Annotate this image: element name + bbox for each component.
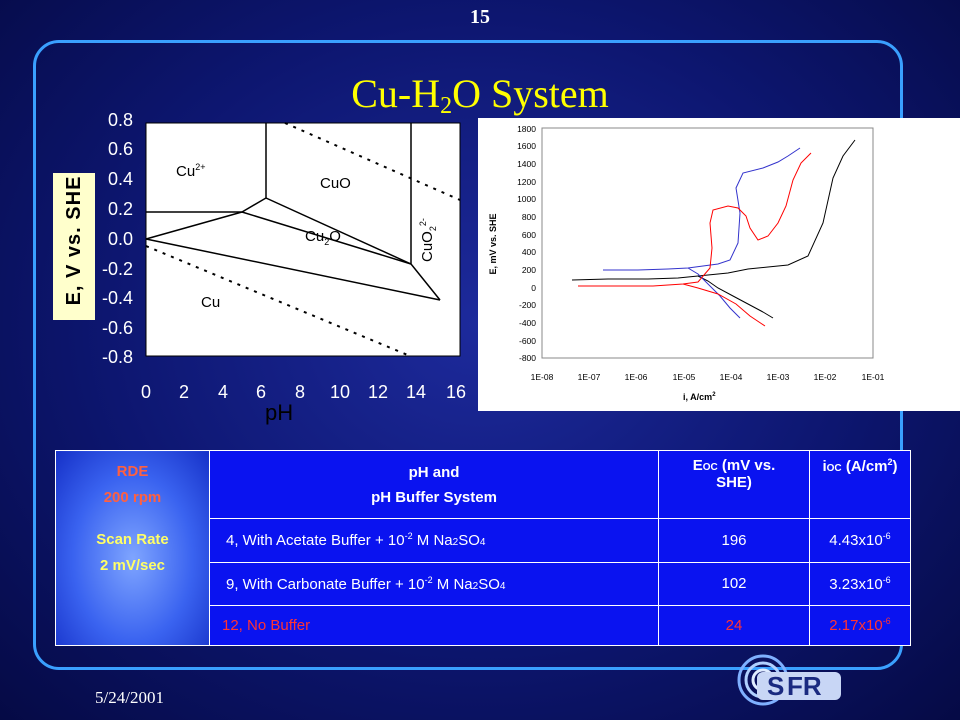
- scan-rate-label: Scan Rate: [96, 531, 169, 548]
- logo-letter: S: [767, 671, 784, 701]
- row-eoc: 102: [658, 561, 810, 606]
- polarization-svg: 1800 1600 1400 1200 1000 800 600 400 200…: [488, 124, 885, 402]
- polar-x-tick: 1E-03: [767, 372, 790, 382]
- polar-y-tick: 800: [522, 212, 536, 222]
- curve-ph4: [571, 139, 856, 281]
- row-ioc: 3.23x10-6: [809, 561, 911, 606]
- curve-ph9: [603, 147, 801, 271]
- polar-ylabel: E, mV vs. SHE: [488, 213, 498, 274]
- polar-y-tick: -800: [519, 353, 536, 363]
- pourbaix-xlabel: pH: [265, 400, 294, 425]
- header-ph: pH and pH Buffer System: [209, 449, 659, 520]
- x-tick: 8: [294, 382, 305, 402]
- polar-x-tick: 1E-04: [720, 372, 743, 382]
- rde-cell: RDE 200 rpm Scan Rate 2 mV/sec: [55, 450, 210, 646]
- header-ioc: iOC (A/cm2): [809, 449, 911, 520]
- region-cuo-label: CuO: [320, 175, 351, 192]
- y-tick: -0.2: [101, 259, 133, 279]
- pourbaix-ylabel-box: E, V vs. SHE: [53, 173, 95, 320]
- curve-ph4-cathodic: [697, 275, 774, 319]
- sfr-logo: S FR: [737, 654, 841, 706]
- polar-x-tick: 1E-06: [625, 372, 648, 382]
- x-tick: 14: [405, 382, 427, 402]
- polar-y-tick: -600: [519, 336, 536, 346]
- logo-text: FR: [787, 671, 822, 701]
- x-tick: 6: [255, 382, 266, 402]
- region-cu2-label: Cu: [176, 163, 195, 180]
- slide-title: Cu-H2O System: [351, 71, 609, 119]
- rde-label: RDE: [116, 463, 149, 480]
- row-ph-system: 9, With Carbonate Buffer + 10-2 M Na2SO4: [209, 561, 659, 606]
- x-tick: 2: [178, 382, 189, 402]
- curve-ph9-cathodic: [687, 267, 741, 319]
- table-row: 4, With Acetate Buffer + 10-2 M Na2SO4 1…: [55, 518, 911, 563]
- x-tick: 0: [140, 382, 151, 402]
- x-tick: 16: [445, 382, 467, 402]
- polar-y-tick: 1200: [517, 177, 536, 187]
- region-cu2o-label: Cu: [305, 228, 324, 245]
- row-ioc: 4.43x10-6: [809, 518, 911, 563]
- slide-date: 5/24/2001: [95, 688, 164, 707]
- svg-text:i, A/cm2: i, A/cm2: [683, 392, 716, 402]
- polar-y-tick: 1400: [517, 159, 536, 169]
- slide-number: 15: [470, 6, 490, 28]
- polar-y-tick: 400: [522, 247, 536, 257]
- row-eoc: 24: [658, 604, 810, 647]
- results-table: RDE 200 rpm Scan Rate 2 mV/sec pH and pH…: [55, 449, 911, 647]
- y-tick: -0.6: [101, 318, 133, 338]
- polar-y-tick: 1800: [517, 124, 536, 134]
- y-tick: -0.4: [101, 288, 133, 308]
- row-ph-system: 4, With Acetate Buffer + 10-2 M Na2SO4: [209, 518, 659, 563]
- y-tick: 0.2: [107, 199, 133, 219]
- rpm-label: 200 rpm: [103, 489, 162, 506]
- polar-y-tick: 1000: [517, 194, 536, 204]
- pourbaix-plot: Cu2+ CuO Cu2O Cu CuO22-: [145, 122, 461, 357]
- svg-text:Cu2+: Cu2+: [176, 162, 205, 180]
- x-tick: 10: [329, 382, 351, 402]
- y-tick: -0.8: [101, 347, 133, 367]
- x-tick: 4: [217, 382, 228, 402]
- scan-rate-value: 2 mV/sec: [99, 557, 166, 574]
- region-cu-label: Cu: [201, 294, 220, 311]
- curve-ph12: [578, 152, 812, 287]
- y-tick: 0.8: [107, 110, 133, 130]
- row-ph-system: 12, No Buffer: [209, 604, 659, 647]
- y-tick: 0.0: [107, 229, 133, 249]
- polar-x-tick: 1E-08: [531, 372, 554, 382]
- region-cuo2-label: CuO: [419, 231, 436, 262]
- curve-ph12-cathodic: [682, 283, 766, 327]
- header-eoc: EOC (mV vs. SHE): [658, 449, 810, 520]
- y-tick: 0.4: [107, 169, 133, 189]
- polar-x-tick: 1E-02: [814, 372, 837, 382]
- polarization-plot: 1800 1600 1400 1200 1000 800 600 400 200…: [478, 118, 960, 411]
- polar-x-tick: 1E-01: [862, 372, 885, 382]
- polar-y-tick: 1600: [517, 141, 536, 151]
- row-eoc: 196: [658, 518, 810, 563]
- polar-y-tick: 200: [522, 265, 536, 275]
- polar-x-tick: 1E-07: [578, 372, 601, 382]
- polar-xlabel: i, A/cm: [683, 392, 712, 402]
- polar-y-tick: -200: [519, 300, 536, 310]
- polar-y-tick: -400: [519, 318, 536, 328]
- svg-text:CuO22-: CuO22-: [418, 218, 438, 262]
- svg-text:Cu2O: Cu2O: [305, 228, 341, 247]
- row-ioc: 2.17x10-6: [809, 604, 911, 647]
- polar-x-tick: 1E-05: [673, 372, 696, 382]
- y-tick: 0.6: [107, 139, 133, 159]
- x-tick: 12: [367, 382, 389, 402]
- polar-y-tick: 600: [522, 230, 536, 240]
- polar-y-tick: 0: [531, 283, 536, 293]
